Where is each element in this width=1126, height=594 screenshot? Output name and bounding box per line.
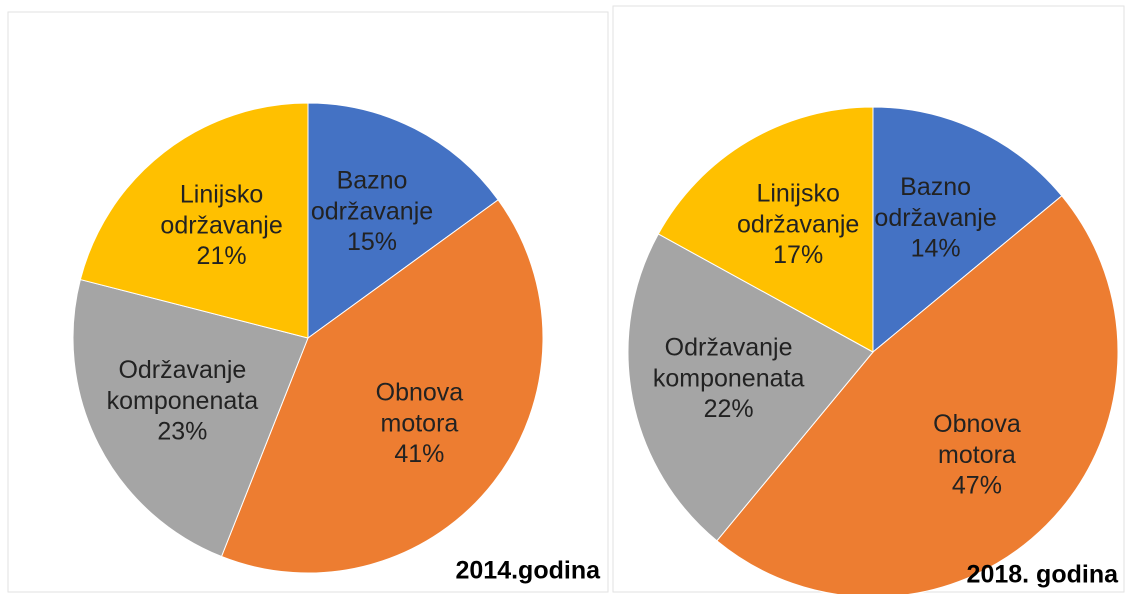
chart-title: 2014.godina [456, 557, 602, 585]
pie-slice [307, 102, 499, 339]
chart-title: 2018. godina [967, 561, 1120, 589]
slice-value-label: 14% [911, 235, 961, 263]
slice-value-label: 22% [704, 395, 754, 423]
slice-value-label: 17% [773, 241, 823, 269]
pie-slice [72, 278, 309, 558]
pie-slice [220, 199, 544, 574]
slice-category: Obnova motora [933, 410, 1021, 469]
pie-slice [716, 195, 1119, 594]
pie-slice [872, 106, 1063, 354]
slice-value-label: 23% [157, 418, 207, 446]
slice-category: Linijsko održavanje [737, 179, 859, 238]
slice-category: Održavanje komponenata [653, 333, 805, 392]
slice-value-label: 21% [197, 242, 247, 270]
slice-category: Bazno održavanje [311, 166, 433, 225]
slice-value-label: 47% [952, 472, 1002, 500]
pie-slice [657, 106, 874, 353]
slice-category: Linijsko održavanje [160, 180, 282, 239]
slice-category: Bazno održavanje [874, 173, 996, 232]
panel [7, 11, 609, 593]
slice-category: Obnova motora [376, 378, 464, 437]
slice-value-label: 15% [347, 228, 397, 256]
pie-slice [79, 102, 309, 339]
slice-value-label: 41% [394, 440, 444, 468]
slice-category: Održavanje komponenata [107, 356, 259, 415]
pie-slice [627, 233, 874, 542]
